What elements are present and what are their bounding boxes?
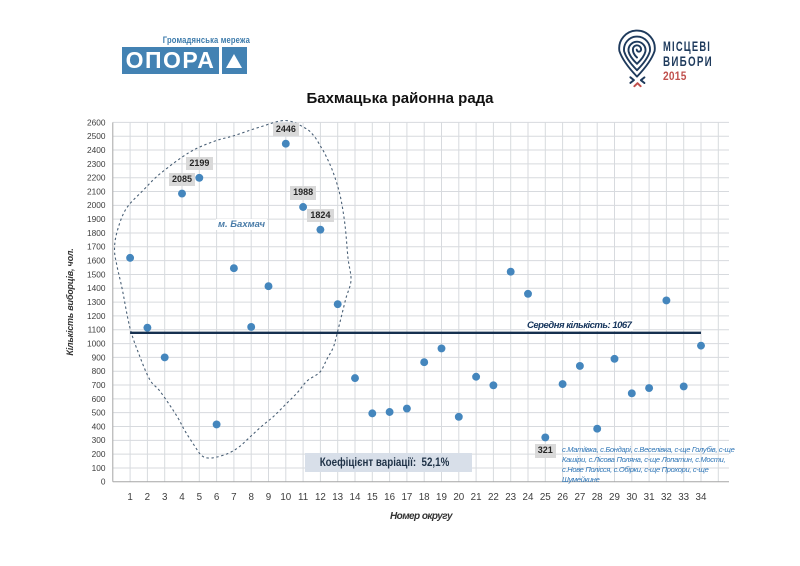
svg-text:3: 3 xyxy=(162,492,168,503)
svg-text:16: 16 xyxy=(384,492,395,503)
svg-text:1000: 1000 xyxy=(87,338,106,348)
svg-text:1400: 1400 xyxy=(87,283,106,293)
svg-text:14: 14 xyxy=(350,492,361,503)
svg-text:1200: 1200 xyxy=(87,311,106,321)
svg-text:100: 100 xyxy=(92,463,106,473)
svg-text:24: 24 xyxy=(523,492,534,503)
svg-text:600: 600 xyxy=(92,394,106,404)
svg-text:10: 10 xyxy=(280,492,291,503)
svg-text:25: 25 xyxy=(540,492,551,503)
svg-text:1900: 1900 xyxy=(87,214,106,224)
svg-text:200: 200 xyxy=(92,449,106,459)
svg-text:1300: 1300 xyxy=(87,297,106,307)
svg-text:17: 17 xyxy=(401,492,412,503)
svg-text:300: 300 xyxy=(92,435,106,445)
svg-text:2400: 2400 xyxy=(87,145,106,155)
svg-text:28: 28 xyxy=(592,492,603,503)
svg-text:500: 500 xyxy=(92,408,106,418)
svg-text:2: 2 xyxy=(145,492,150,503)
svg-text:31: 31 xyxy=(644,492,655,503)
svg-text:8: 8 xyxy=(248,492,254,503)
svg-text:2200: 2200 xyxy=(87,173,106,183)
svg-text:2300: 2300 xyxy=(87,159,106,169)
svg-text:1800: 1800 xyxy=(87,228,106,238)
svg-text:9: 9 xyxy=(266,492,271,503)
svg-text:1700: 1700 xyxy=(87,242,106,252)
svg-text:2100: 2100 xyxy=(87,186,106,196)
svg-text:22: 22 xyxy=(488,492,499,503)
svg-text:34: 34 xyxy=(696,492,707,503)
svg-text:400: 400 xyxy=(92,421,106,431)
svg-text:1: 1 xyxy=(127,492,132,503)
svg-text:29: 29 xyxy=(609,492,620,503)
svg-text:4: 4 xyxy=(179,492,185,503)
svg-text:1600: 1600 xyxy=(87,256,106,266)
svg-text:1500: 1500 xyxy=(87,269,106,279)
svg-text:15: 15 xyxy=(367,492,378,503)
svg-text:30: 30 xyxy=(626,492,637,503)
svg-text:11: 11 xyxy=(298,492,308,503)
svg-text:1100: 1100 xyxy=(88,325,106,335)
svg-text:5: 5 xyxy=(197,492,203,503)
svg-text:32: 32 xyxy=(661,492,672,503)
svg-text:2600: 2600 xyxy=(87,117,106,127)
svg-text:18: 18 xyxy=(419,492,430,503)
svg-text:27: 27 xyxy=(574,492,585,503)
svg-text:21: 21 xyxy=(471,492,482,503)
svg-text:2000: 2000 xyxy=(87,200,106,210)
svg-text:2500: 2500 xyxy=(87,131,106,141)
svg-text:700: 700 xyxy=(92,380,106,390)
svg-text:0: 0 xyxy=(101,477,106,487)
svg-text:33: 33 xyxy=(678,492,689,503)
svg-text:7: 7 xyxy=(231,492,236,503)
svg-text:900: 900 xyxy=(92,352,106,362)
svg-text:12: 12 xyxy=(315,492,326,503)
svg-text:13: 13 xyxy=(332,492,343,503)
svg-text:26: 26 xyxy=(557,492,568,503)
svg-text:20: 20 xyxy=(453,492,464,503)
svg-text:19: 19 xyxy=(436,492,447,503)
svg-text:23: 23 xyxy=(505,492,516,503)
svg-text:6: 6 xyxy=(214,492,220,503)
svg-text:800: 800 xyxy=(92,366,106,376)
